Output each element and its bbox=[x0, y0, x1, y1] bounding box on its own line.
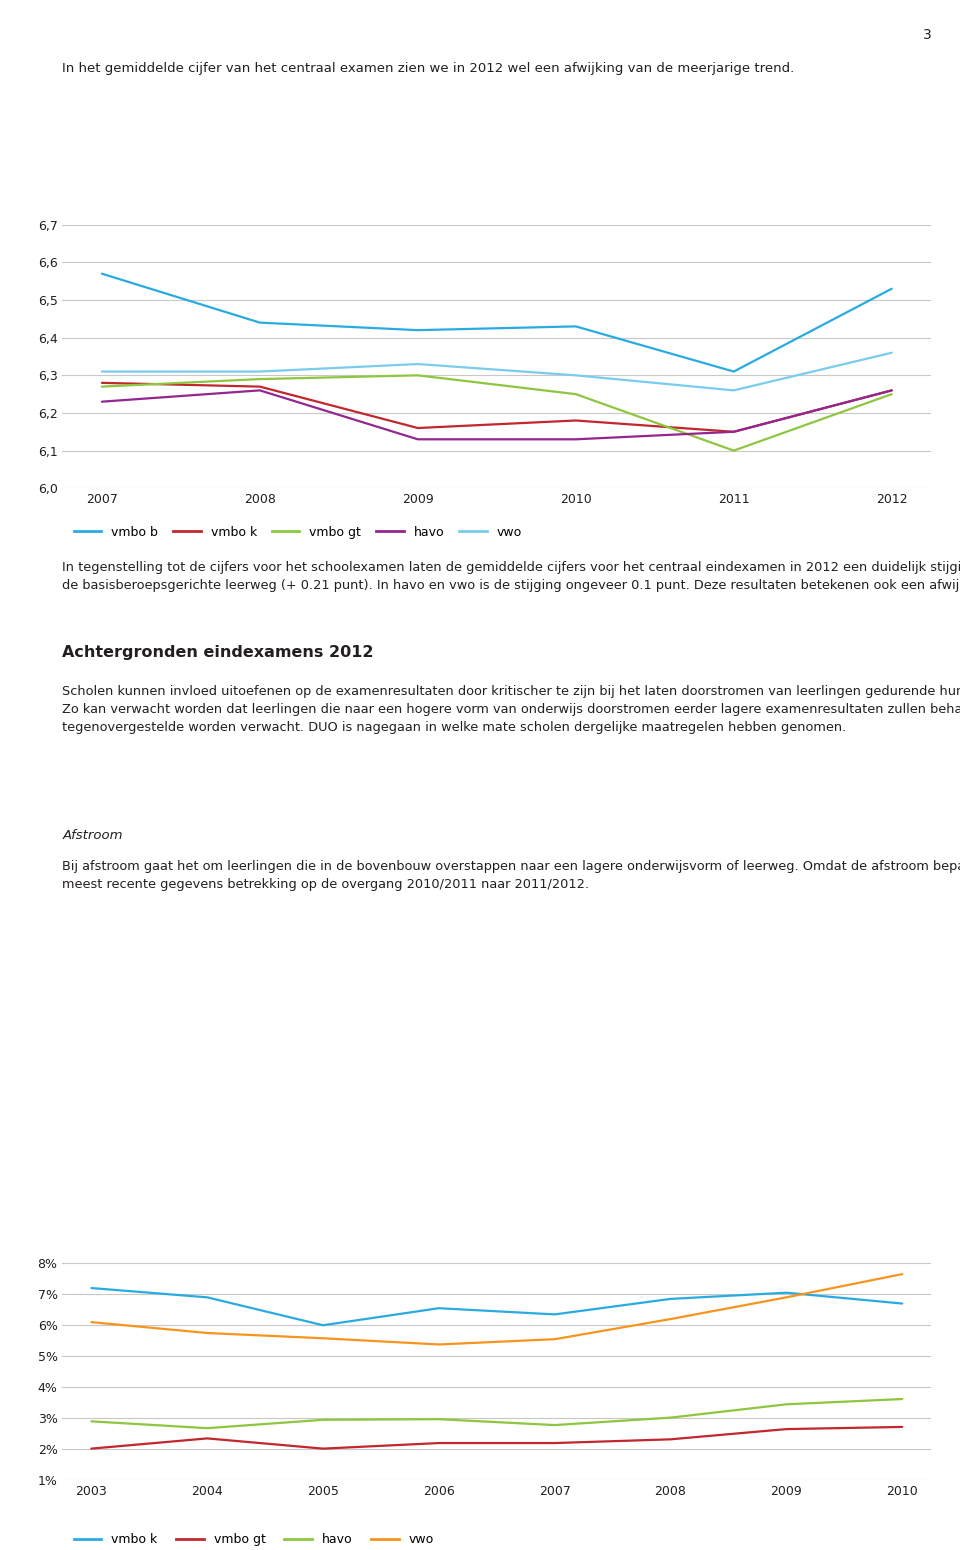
Text: In het gemiddelde cijfer van het centraal examen zien we in 2012 wel een afwijki: In het gemiddelde cijfer van het centraa… bbox=[62, 62, 795, 74]
Text: 3: 3 bbox=[923, 28, 931, 42]
Text: In tegenstelling tot de cijfers voor het schoolexamen laten de gemiddelde cijfer: In tegenstelling tot de cijfers voor het… bbox=[62, 561, 960, 592]
Legend: vmbo b, vmbo k, vmbo gt, havo, vwo: vmbo b, vmbo k, vmbo gt, havo, vwo bbox=[69, 521, 527, 544]
Text: Achtergronden eindexamens 2012: Achtergronden eindexamens 2012 bbox=[62, 645, 373, 660]
Text: Afstroom: Afstroom bbox=[62, 829, 123, 842]
Legend: vmbo k, vmbo gt, havo, vwo: vmbo k, vmbo gt, havo, vwo bbox=[69, 1528, 439, 1550]
Text: Bij afstroom gaat het om leerlingen die in de bovenbouw overstappen naar een lag: Bij afstroom gaat het om leerlingen die … bbox=[62, 860, 960, 891]
Text: Scholen kunnen invloed uitoefenen op de examenresultaten door kritischer te zijn: Scholen kunnen invloed uitoefenen op de … bbox=[62, 685, 960, 735]
